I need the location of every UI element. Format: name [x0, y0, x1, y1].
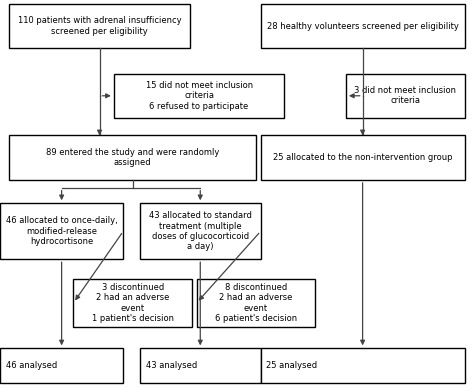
Text: 25 analysed: 25 analysed [266, 361, 318, 370]
Text: 46 allocated to once-daily,
modified-release
hydrocortisone: 46 allocated to once-daily, modified-rel… [6, 216, 118, 246]
FancyBboxPatch shape [346, 74, 465, 118]
Text: 43 allocated to standard
treatment (multiple
doses of glucocorticoid
a day): 43 allocated to standard treatment (mult… [149, 211, 252, 251]
Text: 3 did not meet inclusion
criteria: 3 did not meet inclusion criteria [354, 86, 456, 106]
FancyBboxPatch shape [261, 348, 465, 383]
FancyBboxPatch shape [73, 279, 192, 327]
Text: 110 patients with adrenal insufficiency
screened per eligibility: 110 patients with adrenal insufficiency … [18, 16, 182, 36]
Text: 8 discontinued
2 had an adverse
event
6 patient's decision: 8 discontinued 2 had an adverse event 6 … [215, 283, 297, 323]
Text: 3 discontinued
2 had an adverse
event
1 patient's decision: 3 discontinued 2 had an adverse event 1 … [92, 283, 173, 323]
Text: 89 entered the study and were randomly
assigned: 89 entered the study and were randomly a… [46, 148, 219, 168]
Text: 15 did not meet inclusion
criteria
6 refused to participate: 15 did not meet inclusion criteria 6 ref… [146, 81, 253, 111]
FancyBboxPatch shape [9, 135, 256, 180]
FancyBboxPatch shape [261, 4, 465, 48]
FancyBboxPatch shape [9, 4, 190, 48]
FancyBboxPatch shape [0, 348, 123, 383]
FancyBboxPatch shape [261, 135, 465, 180]
FancyBboxPatch shape [140, 348, 261, 383]
FancyBboxPatch shape [197, 279, 315, 327]
Text: 46 analysed: 46 analysed [6, 361, 57, 370]
Text: 25 allocated to the non-intervention group: 25 allocated to the non-intervention gro… [273, 153, 452, 162]
FancyBboxPatch shape [114, 74, 284, 118]
FancyBboxPatch shape [0, 203, 123, 259]
Text: 43 analysed: 43 analysed [146, 361, 197, 370]
FancyBboxPatch shape [140, 203, 261, 259]
Text: 28 healthy volunteers screened per eligibility: 28 healthy volunteers screened per eligi… [267, 22, 458, 31]
